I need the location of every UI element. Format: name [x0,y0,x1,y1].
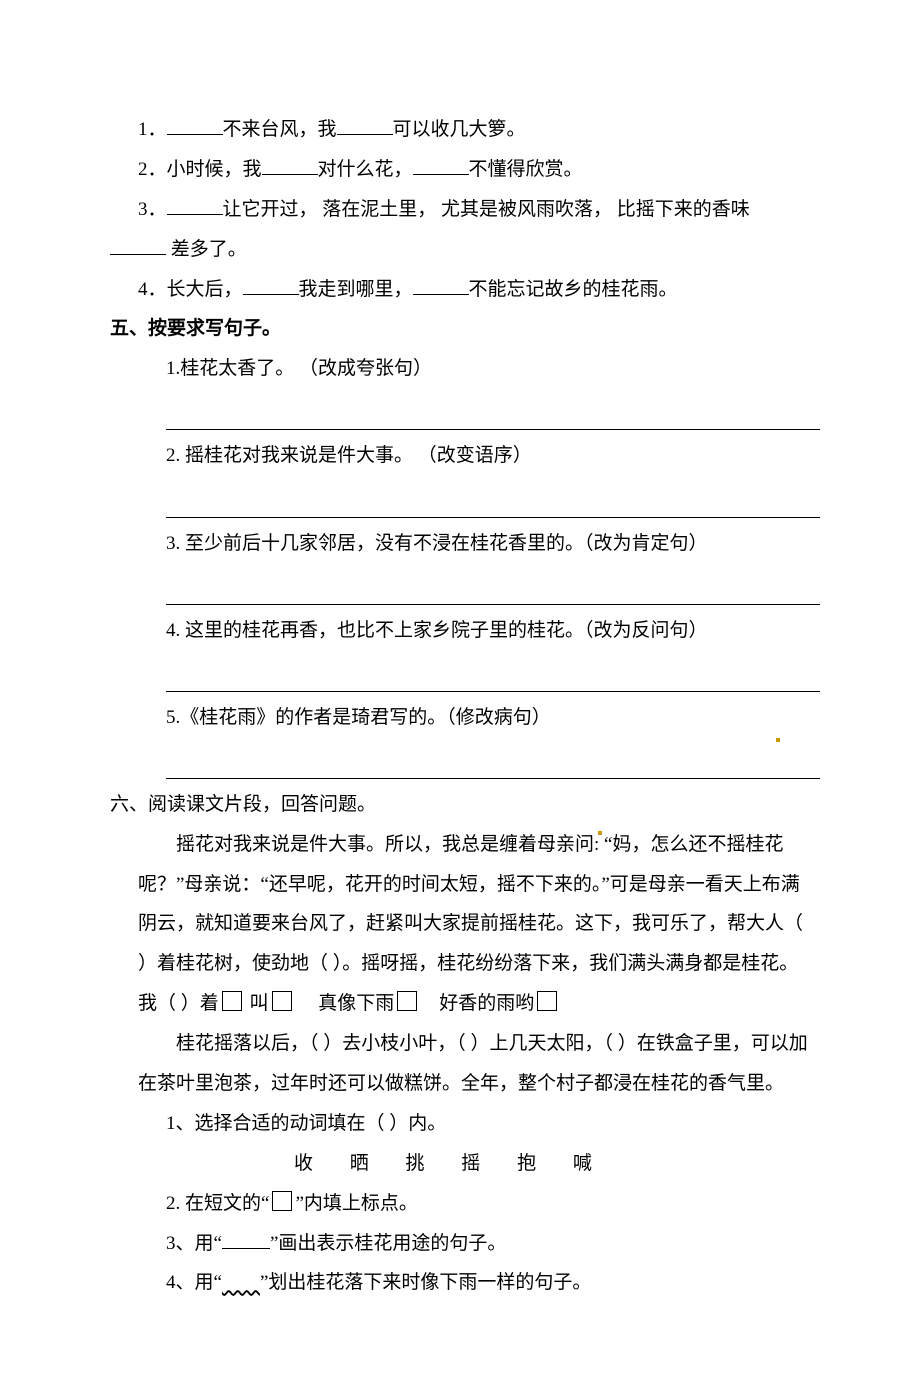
sec5-heading: 五、按要求写句子。 [110,309,820,349]
text: 真像下雨 [318,993,394,1014]
text: 不来台风，我 [223,119,337,140]
sec5-q3: 3. 至少前后十几家邻居，没有不浸在桂花香里的。（改为肯定句） [110,524,820,564]
text: ”划出桂花落下来时像下雨一样的句子。 [260,1272,591,1293]
sec5-q2: 2. 摇桂花对我来说是件大事。 （改变语序） [110,436,820,476]
wavy-underline-sample [222,1272,260,1293]
text: 4、用“ [166,1272,222,1293]
text: 差多了。 [166,239,247,260]
blank[interactable] [337,117,393,135]
text: 对什么花， [318,159,413,180]
text: 不能忘记故乡的桂花雨。 [469,279,678,300]
text: 可以收几大箩。 [393,119,526,140]
verb: 挑 [406,1153,427,1174]
verb: 收 [294,1153,315,1174]
verb: 摇 [461,1153,482,1174]
accent-dot-icon [776,738,780,742]
sec4-item-2: 2．小时候，我 对什么花， 不懂得欣赏。 [110,150,820,190]
punctuation-box[interactable] [397,991,417,1011]
underline-sample [222,1230,270,1248]
sec6-verbs: 收 晒 挑 摇 抱 喊 [110,1144,820,1184]
blank[interactable] [167,117,223,135]
text: “妈，怎么还不摇桂花呢？”母亲说：“还早呢，花开的时间太短，摇不下来的。”可是母… [138,834,803,1015]
answer-line[interactable] [166,395,820,430]
punctuation-box[interactable] [537,991,557,1011]
colon-accent: : [594,834,599,855]
blank[interactable] [262,157,318,175]
text: 我走到哪里， [299,279,413,300]
text: 3． [138,199,167,220]
text: 叫 [250,993,269,1014]
sec4-item-4: 4．长大后， 我走到哪里， 不能忘记故乡的桂花雨。 [110,270,820,310]
sec5-q1: 1.桂花太香了。 （改成夸张句） [110,349,820,389]
sec4-item-3: 3． 让它开过， 落在泥土里， 尤其是被风雨吹落， 比摇下来的香味 [110,190,820,230]
blank[interactable] [243,276,299,294]
answer-line[interactable] [166,744,820,779]
verb: 抱 [517,1153,538,1174]
text: 2. 在短文的“ [166,1193,269,1214]
verb: 喊 [573,1153,594,1174]
text: 好香的雨哟 [439,993,534,1014]
sec6-heading: 六、阅读课文片段，回答问题。 [110,785,820,825]
sec4-item-1: 1． 不来台风，我 可以收几大箩。 [110,110,820,150]
text: ”画出表示桂花用途的句子。 [270,1233,506,1254]
answer-line[interactable] [166,482,820,517]
text: 摇花对我来说是件大事。所以，我总是缠着母亲问 [176,834,594,855]
blank[interactable] [167,197,223,215]
sec6-q1: 1、选择合适的动词填在（ ）内。 [110,1104,820,1144]
text: 让它开过， 落在泥土里， 尤其是被风雨吹落， 比摇下来的香味 [223,199,750,220]
text: 3、用“ [166,1233,222,1254]
answer-line[interactable] [166,656,820,691]
punctuation-box[interactable] [272,991,292,1011]
sec5-q5: 5.《桂花雨》的作者是琦君写的。（修改病句） [110,698,820,738]
text: 4．长大后， [138,279,243,300]
verb: 晒 [350,1153,371,1174]
punctuation-box[interactable] [222,991,242,1011]
sec6-q4: 4、用“ ”划出桂花落下来时像下雨一样的句子。 [110,1263,820,1303]
text: 不懂得欣赏。 [469,159,583,180]
sec6-p1: 摇花对我来说是件大事。所以，我总是缠着母亲问: “妈，怎么还不摇桂花呢？”母亲说… [110,825,820,1024]
sec5-q4: 4. 这里的桂花再香，也比不上家乡院子里的桂花。（改为反问句） [110,611,820,651]
answer-line[interactable] [166,569,820,604]
text: 1． [138,119,167,140]
blank[interactable] [413,157,469,175]
sec4-item-3b: 差多了。 [110,230,820,270]
blank[interactable] [110,237,166,255]
sec6-p2: 桂花摇落以后，（ ）去小枝小叶，（ ）上几天太阳，（ ）在铁盒子里，可以加在茶叶… [110,1024,820,1104]
text: 2．小时候，我 [138,159,262,180]
text: ”内填上标点。 [295,1193,417,1214]
sec6-q3: 3、用“ ”画出表示桂花用途的句子。 [110,1224,820,1264]
box-icon [272,1191,292,1211]
sec6-q2: 2. 在短文的“ ”内填上标点。 [110,1184,820,1224]
blank[interactable] [413,276,469,294]
